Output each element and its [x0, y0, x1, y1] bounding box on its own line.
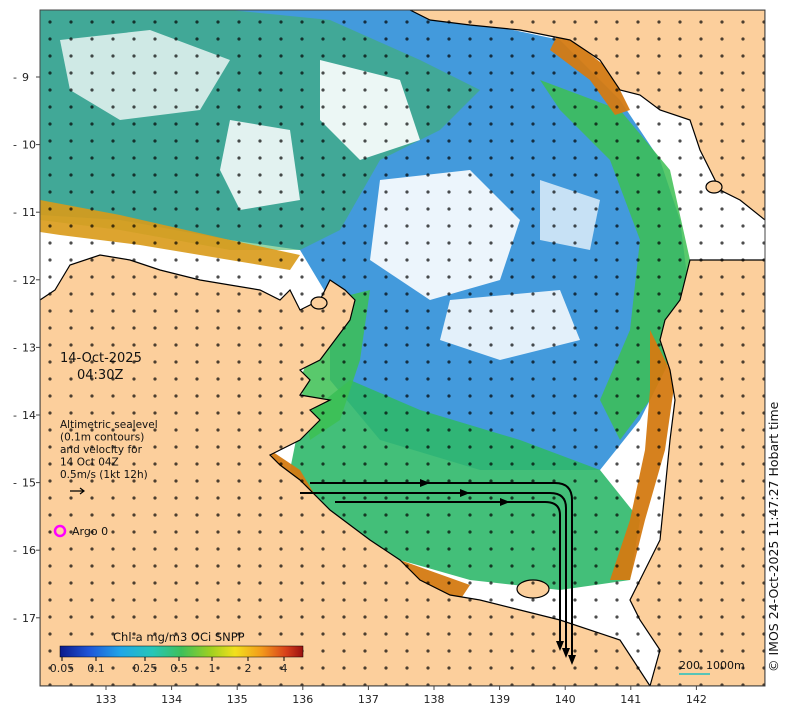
colorbar-tick-label: 4: [281, 662, 288, 675]
current-stream-middle: [300, 492, 567, 655]
altimetry-legend-line: (0.1m contours): [60, 432, 144, 444]
altimetry-legend-line: 14 Oct 04Z: [60, 457, 119, 469]
altimetry-legend-line: and velocity for: [60, 444, 143, 456]
colorbar-tick-label: 0.5: [170, 662, 188, 675]
map-date: 14-Oct-2025: [60, 351, 142, 366]
y-tick-sign: -: [13, 477, 17, 490]
y-tick-label: 15: [22, 477, 36, 490]
current-stream-outer: [310, 482, 573, 662]
y-tick-label: 12: [22, 274, 36, 287]
y-tick-sign: -: [13, 139, 17, 152]
x-tick-label: 140: [555, 693, 576, 706]
colorbar-title: Chl-a mg/m3 OCi SNPP: [113, 630, 245, 644]
scale-bar-label-a: 200: [679, 659, 700, 672]
y-tick-sign: -: [13, 544, 17, 557]
y-tick-label: 10: [22, 139, 36, 152]
y-tick-sign: -: [13, 612, 17, 625]
y-tick-sign: -: [13, 206, 17, 219]
y-tick-label: 16: [22, 544, 36, 557]
altimetry-legend-line: Altimetric sealevel: [60, 419, 158, 431]
colorbar-tick-label: 0.05: [50, 662, 75, 675]
y-axis: 9-10-11-12-13-14-15-16-17-: [13, 71, 40, 625]
argo-float-marker: [53, 524, 67, 538]
x-tick-label: 135: [227, 693, 248, 706]
colorbar-tick-label: 1: [209, 662, 216, 675]
map-time: 04:30Z: [77, 368, 123, 383]
y-tick-label: 17: [22, 612, 36, 625]
x-tick-label: 138: [424, 693, 445, 706]
colorbar-tick-label: 0.1: [87, 662, 105, 675]
argo-label: Argo 0: [72, 525, 108, 538]
y-tick-sign: -: [13, 409, 17, 422]
scale-bar-label-b: 1000m: [706, 659, 745, 672]
altimetry-legend: Altimetric sealevel(0.1m contours)and ve…: [60, 419, 158, 481]
colorbar-tick-label: 0.25: [133, 662, 158, 675]
map-plot-area: [40, 10, 765, 686]
y-tick-sign: -: [13, 71, 17, 84]
colorbar-ticks: 0.05 0.1 0.25 0.5 1 2 4: [50, 657, 288, 675]
x-tick-label: 136: [292, 693, 313, 706]
y-tick-label: 14: [22, 409, 36, 422]
velocity-arrow-field: [40, 10, 765, 686]
x-tick-label: 134: [161, 693, 182, 706]
altimetry-legend-line: 0.5m/s (1kt 12h): [60, 469, 148, 481]
plot-frame: [39, 9, 766, 687]
current-streams: [300, 482, 573, 662]
x-tick-label: 141: [620, 693, 641, 706]
x-tick-label: 142: [686, 693, 707, 706]
velocity-reference-arrow: [70, 487, 85, 495]
current-stream-arrowheads: [420, 479, 576, 665]
x-axis: 133 134 135 136 137 138 139 140 141 142: [96, 686, 707, 706]
y-tick-sign: -: [13, 341, 17, 354]
y-tick-sign: -: [13, 274, 17, 287]
y-tick-label: 13: [22, 341, 36, 354]
credit-text: © IMOS 24-Oct-2025 11:47:27 Hobart time: [766, 401, 781, 672]
colorbar-tick-label: 2: [245, 662, 252, 675]
x-tick-label: 139: [489, 693, 510, 706]
current-stream-inner: [335, 501, 561, 648]
colorbar: [59, 645, 304, 658]
x-tick-label: 137: [358, 693, 379, 706]
x-tick-label: 133: [96, 693, 117, 706]
y-tick-label: 9: [22, 71, 29, 84]
y-tick-label: 11: [22, 206, 36, 219]
